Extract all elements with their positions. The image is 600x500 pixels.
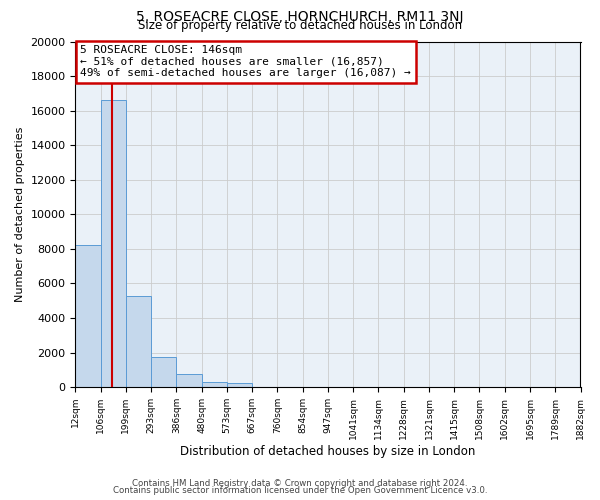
Text: Size of property relative to detached houses in London: Size of property relative to detached ho… xyxy=(138,18,462,32)
Text: 5 ROSEACRE CLOSE: 146sqm
← 51% of detached houses are smaller (16,857)
49% of se: 5 ROSEACRE CLOSE: 146sqm ← 51% of detach… xyxy=(80,45,411,78)
Bar xyxy=(227,383,252,387)
Bar xyxy=(126,296,151,387)
Bar xyxy=(151,357,176,387)
Text: Contains HM Land Registry data © Crown copyright and database right 2024.: Contains HM Land Registry data © Crown c… xyxy=(132,478,468,488)
Bar xyxy=(76,246,101,387)
Y-axis label: Number of detached properties: Number of detached properties xyxy=(15,126,25,302)
Bar xyxy=(202,382,227,387)
Bar xyxy=(176,374,202,387)
Bar xyxy=(101,100,126,387)
Text: Contains public sector information licensed under the Open Government Licence v3: Contains public sector information licen… xyxy=(113,486,487,495)
Text: 5, ROSEACRE CLOSE, HORNCHURCH, RM11 3NJ: 5, ROSEACRE CLOSE, HORNCHURCH, RM11 3NJ xyxy=(136,10,464,24)
X-axis label: Distribution of detached houses by size in London: Distribution of detached houses by size … xyxy=(180,444,476,458)
